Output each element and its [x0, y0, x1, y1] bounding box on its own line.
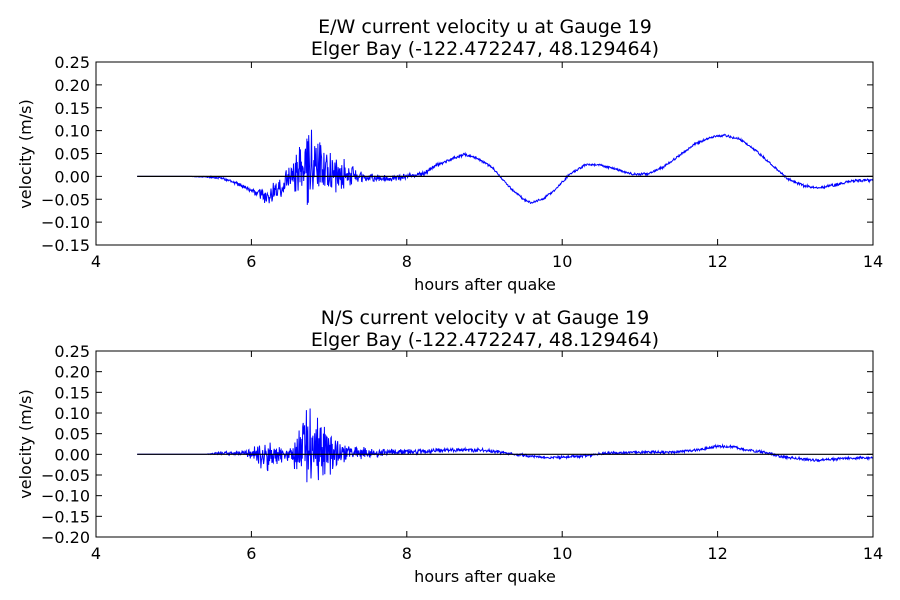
ns-x-tick-label: 12 [707, 544, 727, 563]
ew-series-line-0 [137, 129, 874, 205]
ns-velocity-subplot: N/S current velocity v at Gauge 19 Elger… [16, 307, 883, 586]
ew-y-tick-label: −0.10 [41, 213, 90, 232]
ns-x-tick-label: 14 [863, 544, 883, 563]
ns-y-axis-label: velocity (m/s) [16, 389, 35, 498]
ew-chart-subtitle: Elger Bay (-122.472247, 48.129464) [311, 38, 659, 60]
ew-x-tick-label: 6 [246, 252, 256, 271]
ns-y-tick-label: 0.05 [54, 425, 90, 444]
ns-x-tick-label: 6 [246, 544, 256, 563]
ew-y-tick-label: 0.05 [54, 145, 90, 164]
ew-y-tick-label: 0.20 [54, 76, 90, 95]
ns-y-tick-label: −0.10 [41, 487, 90, 506]
ew-y-tick-label: −0.15 [41, 236, 90, 255]
ew-x-tick-label: 10 [552, 252, 572, 271]
ew-marks [137, 129, 874, 205]
ew-ticks: 4 6 8 10 12 14 0.25 0.20 0.15 0.10 0.05 0.00 −0.05 −0… [41, 53, 883, 271]
ns-x-tick-label: 8 [402, 544, 412, 563]
ew-y-tick-label: 0.00 [54, 167, 90, 186]
ns-y-tick-label: 0.15 [54, 383, 90, 402]
ew-x-tick-label: 14 [863, 252, 883, 271]
ns-y-tick-label: 0.00 [54, 445, 90, 464]
ew-x-tick-label: 8 [402, 252, 412, 271]
ew-x-tick-label: 4 [91, 252, 101, 271]
ew-y-tick-label: 0.15 [54, 99, 90, 118]
ew-velocity-subplot: E/W current velocity u at Gauge 19 Elger… [16, 16, 883, 294]
ns-chart-subtitle: Elger Bay (-122.472247, 48.129464) [311, 329, 659, 351]
ns-plot-frame [95, 350, 874, 538]
ew-chart-title: E/W current velocity u at Gauge 19 [318, 16, 652, 38]
ns-chart-title: N/S current velocity v at Gauge 19 [321, 307, 649, 329]
ns-y-tick-label: 0.10 [54, 404, 90, 423]
ns-y-tick-label: 0.20 [54, 363, 90, 382]
ns-x-axis-label: hours after quake [414, 567, 556, 586]
ew-plot-frame [95, 61, 874, 246]
ew-y-tick-label: −0.05 [41, 190, 90, 209]
ns-ticks: 4 6 8 10 12 14 0.25 0.200.15 0.10 0.050.00 −0.05 −0… [41, 342, 883, 563]
ew-y-tick-label: 0.10 [54, 122, 90, 141]
ew-x-axis-label: hours after quake [414, 275, 556, 294]
ns-y-tick-label: −0.05 [41, 466, 90, 485]
ew-x-tick-label: 12 [707, 252, 727, 271]
ns-x-tick-label: 10 [552, 544, 572, 563]
ns-y-tick-label: −0.20 [41, 528, 90, 547]
ew-y-axis-label: velocity (m/s) [16, 99, 35, 208]
ns-x-tick-label: 4 [91, 544, 101, 563]
ns-y-tick-label: 0.25 [54, 342, 90, 361]
ns-marks [137, 408, 874, 483]
ns-series-line-0 [137, 408, 874, 483]
ew-y-tick-label: 0.25 [54, 53, 90, 72]
ns-y-tick-label: −0.15 [41, 507, 90, 526]
